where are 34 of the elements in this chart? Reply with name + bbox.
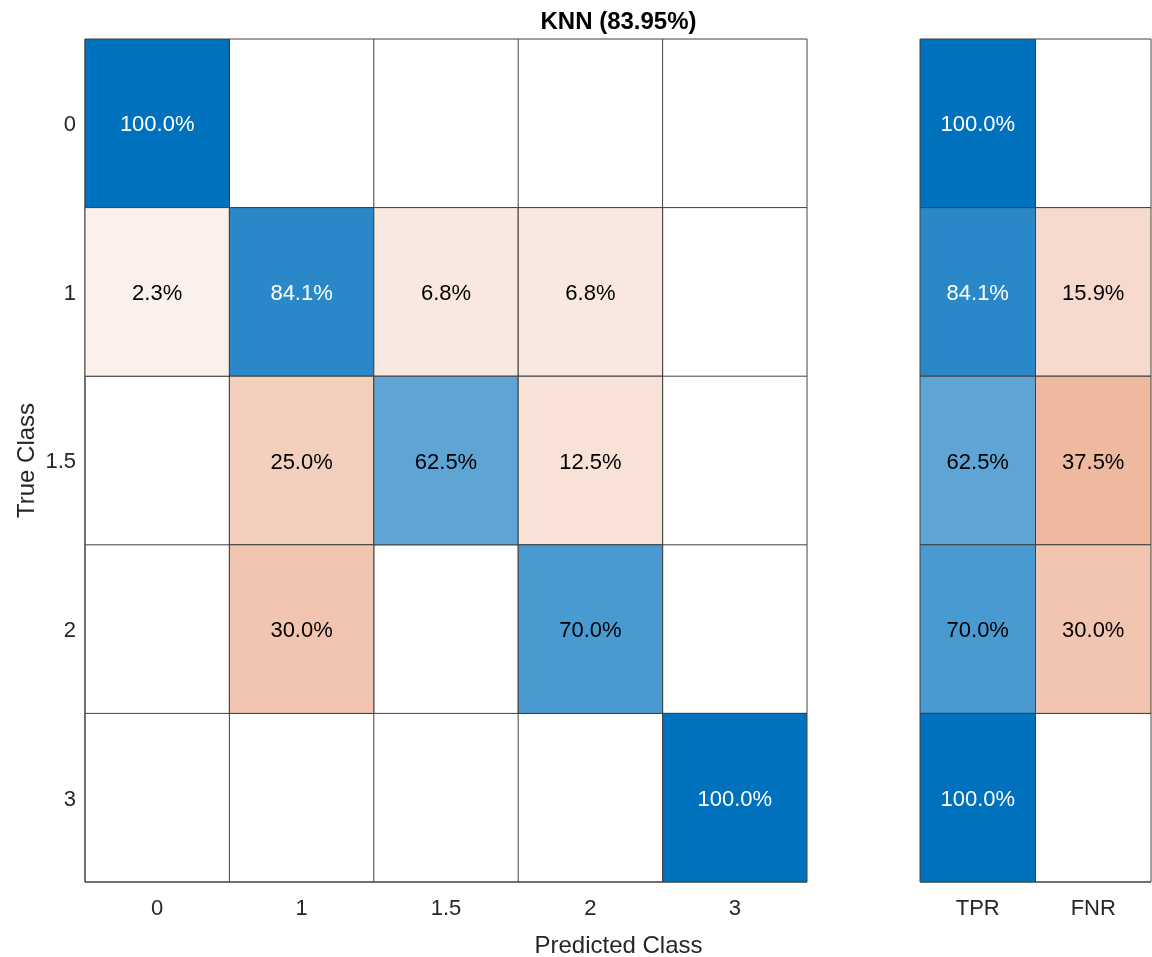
- x-tick-label: 0: [151, 894, 164, 920]
- data-label: 84.1%: [946, 279, 1009, 305]
- data-label: 6.8%: [420, 279, 472, 305]
- data-label: 62.5%: [414, 448, 478, 473]
- data-label: 37.5%: [1062, 448, 1125, 473]
- y-tick-label: 3: [63, 785, 76, 811]
- x-tick-label: 3: [728, 894, 741, 920]
- y-axis-title: True Class: [11, 402, 39, 519]
- data-label: 15.9%: [1062, 279, 1125, 305]
- x-tick-label: 1: [295, 894, 308, 920]
- data-label: 30.0%: [270, 616, 333, 642]
- data-label: 100.0%: [697, 785, 773, 811]
- x-tick-label: FNR: [1070, 894, 1116, 920]
- y-tick-label: 1: [63, 279, 76, 305]
- y-tick-label: 1.5: [45, 448, 76, 474]
- data-label: 12.5%: [559, 448, 622, 473]
- data-label: 25.0%: [270, 448, 333, 473]
- data-label: 100.0%: [940, 110, 1016, 136]
- data-label: 30.0%: [1062, 616, 1125, 642]
- data-label: 2.3%: [132, 279, 183, 305]
- x-tick-label: 2: [584, 894, 597, 920]
- data-label: 70.0%: [946, 616, 1009, 642]
- data-label: 62.5%: [946, 448, 1009, 473]
- y-tick-label: 0: [63, 111, 76, 137]
- data-label: 100.0%: [940, 785, 1016, 811]
- data-label: 70.0%: [559, 616, 622, 642]
- x-axis-title: Predicted Class: [533, 931, 704, 957]
- data-label: 100.0%: [119, 110, 195, 136]
- chart-title: KNN (83.95%): [539, 7, 698, 34]
- data-label: 84.1%: [270, 279, 333, 305]
- y-tick-label: 2: [63, 616, 76, 642]
- data-label: 6.8%: [565, 279, 616, 305]
- x-tick-label: TPR: [955, 894, 1000, 920]
- x-tick-label: 1.5: [430, 894, 462, 920]
